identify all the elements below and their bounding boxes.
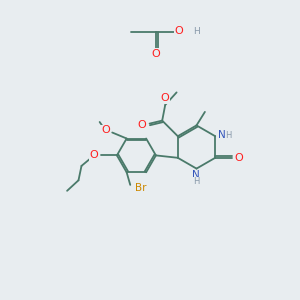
Text: O: O (152, 49, 160, 59)
Text: N: N (218, 130, 226, 140)
Text: O: O (90, 150, 98, 161)
Text: O: O (235, 153, 244, 163)
Text: O: O (161, 93, 170, 103)
Text: H: H (193, 177, 200, 186)
Text: O: O (175, 26, 184, 36)
Text: N: N (192, 170, 200, 180)
Text: H: H (225, 130, 232, 140)
Text: Br: Br (135, 184, 146, 194)
Text: H: H (193, 27, 200, 36)
Text: O: O (101, 125, 110, 135)
Text: O: O (138, 120, 146, 130)
